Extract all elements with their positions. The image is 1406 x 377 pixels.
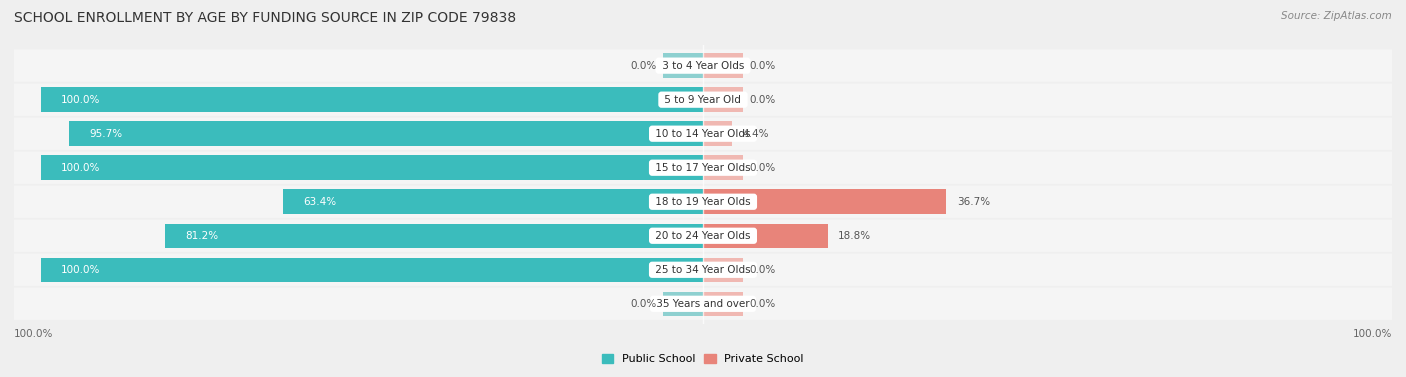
Text: 0.0%: 0.0% xyxy=(630,61,657,70)
Text: 15 to 17 Year Olds: 15 to 17 Year Olds xyxy=(652,163,754,173)
Bar xyxy=(41,87,703,112)
FancyBboxPatch shape xyxy=(14,288,1392,320)
Text: 0.0%: 0.0% xyxy=(630,299,657,309)
Text: SCHOOL ENROLLMENT BY AGE BY FUNDING SOURCE IN ZIP CODE 79838: SCHOOL ENROLLMENT BY AGE BY FUNDING SOUR… xyxy=(14,11,516,25)
Text: 10 to 14 Year Olds: 10 to 14 Year Olds xyxy=(652,129,754,139)
Text: 100.0%: 100.0% xyxy=(14,329,53,339)
FancyBboxPatch shape xyxy=(14,254,1392,286)
FancyBboxPatch shape xyxy=(14,219,1392,252)
Bar xyxy=(664,291,703,316)
Bar xyxy=(165,224,703,248)
Bar xyxy=(703,291,742,316)
Text: 18.8%: 18.8% xyxy=(838,231,872,241)
Bar xyxy=(703,190,946,214)
Text: 0.0%: 0.0% xyxy=(749,61,776,70)
Text: 81.2%: 81.2% xyxy=(186,231,218,241)
Text: 25 to 34 Year Olds: 25 to 34 Year Olds xyxy=(652,265,754,275)
Text: Source: ZipAtlas.com: Source: ZipAtlas.com xyxy=(1281,11,1392,21)
Bar xyxy=(703,155,742,180)
Bar xyxy=(703,121,733,146)
Bar xyxy=(283,190,703,214)
Text: 18 to 19 Year Olds: 18 to 19 Year Olds xyxy=(652,197,754,207)
Text: 100.0%: 100.0% xyxy=(60,95,100,105)
Bar xyxy=(703,257,742,282)
Text: 35 Years and over: 35 Years and over xyxy=(652,299,754,309)
Text: 3 to 4 Year Olds: 3 to 4 Year Olds xyxy=(658,61,748,70)
Text: 20 to 24 Year Olds: 20 to 24 Year Olds xyxy=(652,231,754,241)
FancyBboxPatch shape xyxy=(14,118,1392,150)
Text: 100.0%: 100.0% xyxy=(60,265,100,275)
Text: 95.7%: 95.7% xyxy=(89,129,122,139)
Bar xyxy=(703,54,742,78)
Text: 36.7%: 36.7% xyxy=(956,197,990,207)
Text: 0.0%: 0.0% xyxy=(749,163,776,173)
Text: 63.4%: 63.4% xyxy=(302,197,336,207)
FancyBboxPatch shape xyxy=(14,185,1392,218)
Text: 0.0%: 0.0% xyxy=(749,265,776,275)
Text: 0.0%: 0.0% xyxy=(749,95,776,105)
FancyBboxPatch shape xyxy=(14,84,1392,116)
Bar xyxy=(664,54,703,78)
Text: 0.0%: 0.0% xyxy=(749,299,776,309)
Text: 100.0%: 100.0% xyxy=(60,163,100,173)
Bar xyxy=(703,87,742,112)
Bar xyxy=(703,224,828,248)
Bar xyxy=(41,257,703,282)
FancyBboxPatch shape xyxy=(14,49,1392,82)
Legend: Public School, Private School: Public School, Private School xyxy=(598,349,808,369)
Text: 4.4%: 4.4% xyxy=(742,129,769,139)
Text: 5 to 9 Year Old: 5 to 9 Year Old xyxy=(661,95,745,105)
Text: 100.0%: 100.0% xyxy=(1353,329,1392,339)
FancyBboxPatch shape xyxy=(14,152,1392,184)
Bar xyxy=(41,155,703,180)
Bar xyxy=(69,121,703,146)
